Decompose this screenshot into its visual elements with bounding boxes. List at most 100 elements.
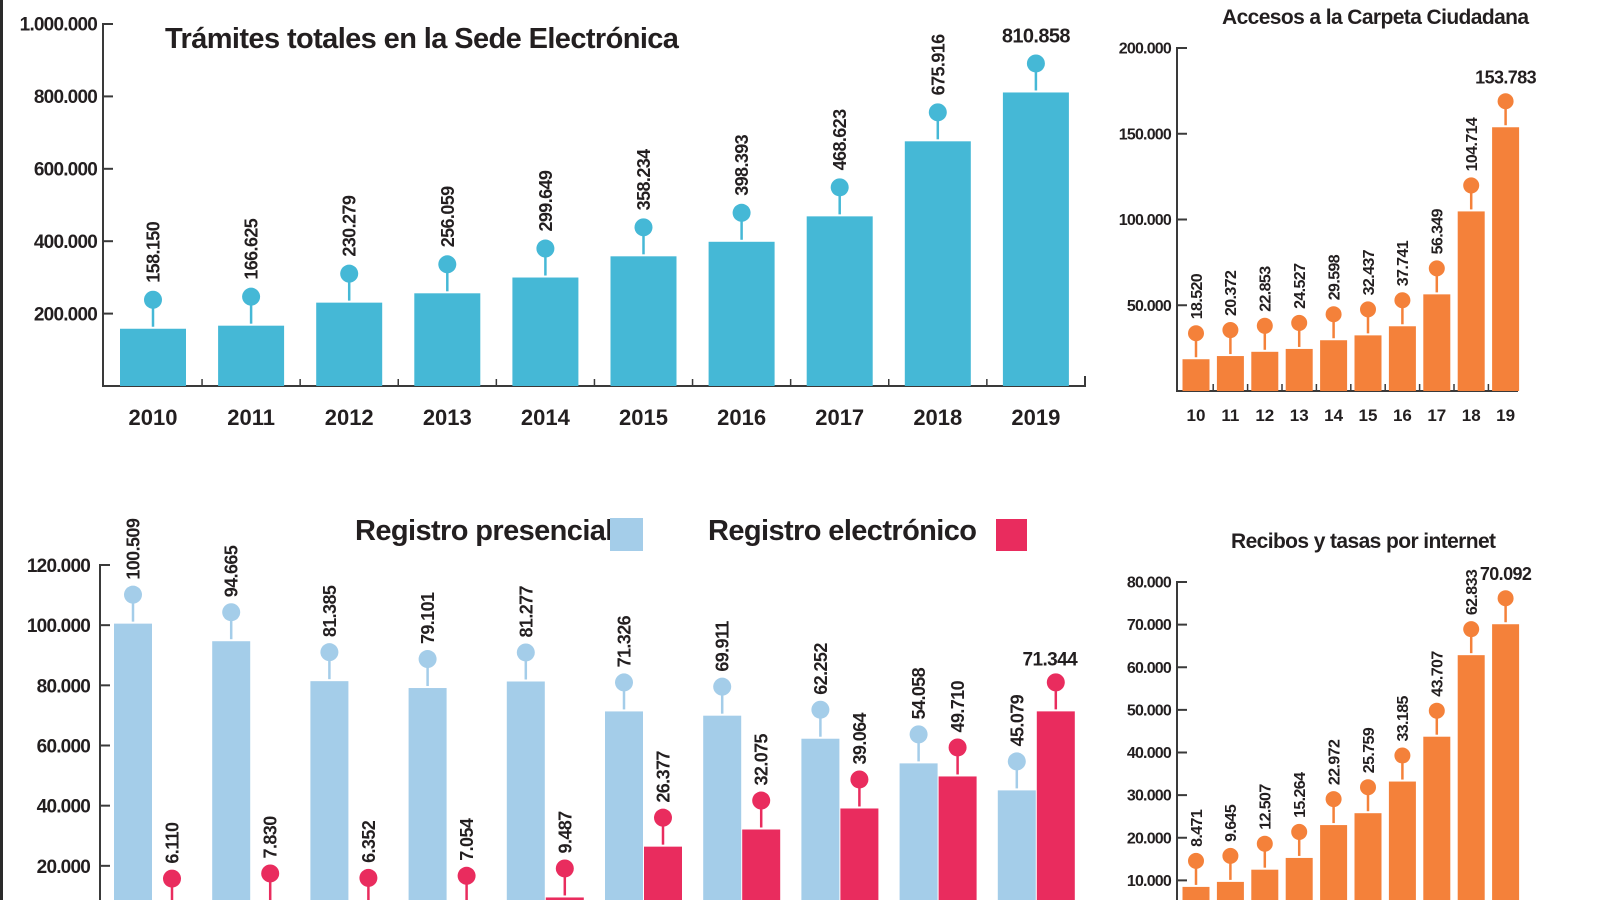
value-label: 69.911: [713, 621, 733, 672]
pin-marker: [830, 178, 849, 197]
chart-recibos-title: Recibos y tasas por internet: [1231, 530, 1496, 553]
chart-recibos: Recibos y tasas por internet 10.000 20.00…: [1127, 530, 1533, 900]
value-label: 358.234: [634, 149, 654, 210]
y-tick-label: 30.000: [1127, 788, 1172, 805]
bar-presencial: [899, 763, 938, 900]
pin-marker: [615, 673, 633, 692]
bar: [1492, 127, 1520, 392]
pin-marker: [1428, 702, 1445, 719]
value-label: 20.372: [1223, 270, 1240, 316]
value-label: 468.623: [830, 109, 850, 170]
value-label: 43.707: [1430, 651, 1447, 697]
value-label: 7.054: [457, 818, 477, 861]
bar: [1216, 356, 1244, 391]
value-label: 398.393: [732, 134, 752, 195]
bar-presencial: [997, 790, 1036, 900]
bar: [1423, 294, 1451, 391]
value-label: 6.110: [162, 822, 182, 864]
value-label: 81.385: [320, 585, 340, 637]
pin-marker: [261, 864, 280, 883]
chart-tramites-title: Trámites totales en la Sede Electrónica: [165, 23, 680, 55]
value-label: 81.277: [516, 585, 536, 637]
pin-marker: [124, 585, 142, 604]
y-tick-label: 40.000: [37, 797, 91, 818]
y-tick-label: 150.000: [1119, 126, 1172, 143]
pin-marker: [1256, 835, 1273, 852]
pin-marker: [320, 643, 339, 662]
x-category-label: 17: [1427, 406, 1446, 425]
pin-marker: [359, 868, 378, 887]
value-label: 299.649: [536, 170, 556, 231]
pin-marker: [457, 866, 476, 885]
value-label: 9.487: [555, 811, 575, 854]
pin-marker: [1256, 317, 1273, 334]
bar-presencial: [605, 711, 643, 900]
bar-electronico: [1036, 711, 1075, 900]
x-category-label: 2018: [913, 405, 962, 430]
bar-presencial: [408, 688, 447, 900]
x-category-label: 2017: [815, 405, 864, 430]
bar: [120, 328, 186, 386]
pin-marker: [928, 103, 947, 122]
x-category-label: 2013: [423, 405, 472, 430]
pin-marker: [144, 290, 162, 309]
bar: [1388, 781, 1416, 900]
value-label: 8.471: [1189, 809, 1206, 847]
bar: [1354, 813, 1382, 900]
pin-marker: [811, 700, 830, 719]
pin-marker: [850, 770, 869, 789]
value-label: 22.972: [1326, 739, 1343, 785]
value-label: 56.349: [1430, 208, 1447, 254]
y-tick-label: 50.000: [1127, 298, 1172, 315]
bar-electronico: [545, 897, 584, 900]
pin-marker: [1360, 301, 1376, 318]
pin-marker: [418, 650, 437, 669]
value-label: 7.830: [261, 816, 281, 859]
bar: [1457, 655, 1485, 900]
pin-marker: [340, 264, 359, 283]
bar: [1320, 340, 1348, 391]
bar: [414, 293, 481, 386]
pin-marker: [1188, 852, 1204, 869]
x-category-label: 13: [1290, 406, 1309, 425]
pin-marker: [516, 643, 535, 662]
y-tick-label: 60.000: [37, 737, 91, 758]
value-label: 810.858: [1002, 25, 1071, 47]
x-category-label: 14: [1324, 406, 1343, 425]
legend-label-presencial: Registro presencial: [355, 515, 613, 547]
value-label: 32.437: [1361, 249, 1378, 295]
pin-marker: [1046, 673, 1065, 692]
page-left-border: [0, 0, 3, 900]
y-tick-label: 50.000: [1127, 702, 1172, 719]
bar: [316, 302, 383, 386]
x-category-label: 2019: [1011, 405, 1060, 430]
value-label: 71.344: [1023, 649, 1079, 670]
bar: [1251, 351, 1279, 391]
bar: [1457, 211, 1485, 391]
value-label: 26.377: [653, 751, 673, 803]
pin-marker: [1463, 177, 1480, 194]
value-label: 22.853: [1258, 266, 1275, 312]
pin-marker: [1428, 260, 1445, 277]
value-label: 100.509: [123, 518, 143, 579]
value-label: 94.665: [222, 545, 242, 597]
pin-marker: [222, 603, 241, 622]
y-tick-label: 70.000: [1127, 617, 1172, 634]
legend: Registro presencial Registro electrónico: [355, 515, 1027, 551]
value-label: 9.645: [1223, 804, 1240, 842]
pin-marker: [242, 287, 261, 306]
pin-marker: [1222, 847, 1239, 864]
value-label: 18.520: [1189, 273, 1206, 319]
value-label: 104.714: [1464, 117, 1481, 171]
x-category-label: 18: [1462, 406, 1481, 425]
pin-marker: [1360, 779, 1376, 796]
pin-marker: [438, 255, 457, 274]
y-tick-label: 200.000: [1119, 41, 1172, 58]
value-label: 24.527: [1292, 263, 1309, 309]
bar: [512, 277, 579, 386]
pin-marker: [1325, 791, 1342, 808]
bar: [1354, 335, 1382, 391]
value-label: 79.101: [418, 592, 438, 644]
pin-marker: [1497, 590, 1514, 607]
bar: [1182, 886, 1210, 900]
